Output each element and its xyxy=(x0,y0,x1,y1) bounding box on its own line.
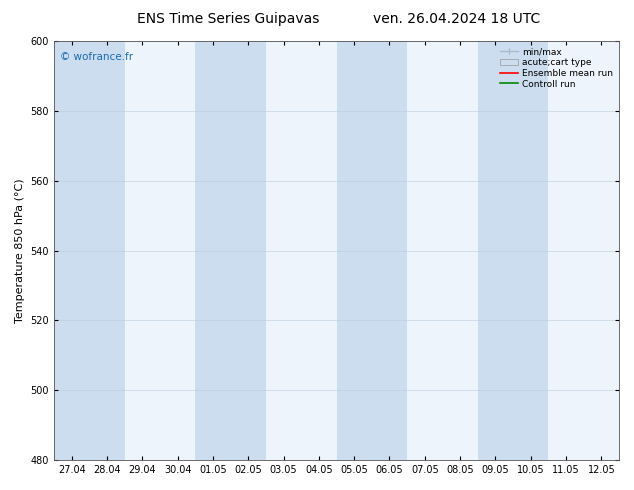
Legend: min/max, acute;cart type, Ensemble mean run, Controll run: min/max, acute;cart type, Ensemble mean … xyxy=(498,46,614,91)
Bar xyxy=(478,41,548,460)
Text: ENS Time Series Guipavas: ENS Time Series Guipavas xyxy=(137,12,320,26)
Bar xyxy=(195,41,266,460)
Bar xyxy=(337,41,407,460)
Bar xyxy=(54,41,125,460)
Text: ven. 26.04.2024 18 UTC: ven. 26.04.2024 18 UTC xyxy=(373,12,540,26)
Text: © wofrance.fr: © wofrance.fr xyxy=(60,51,133,62)
Y-axis label: Temperature 850 hPa (°C): Temperature 850 hPa (°C) xyxy=(15,178,25,323)
